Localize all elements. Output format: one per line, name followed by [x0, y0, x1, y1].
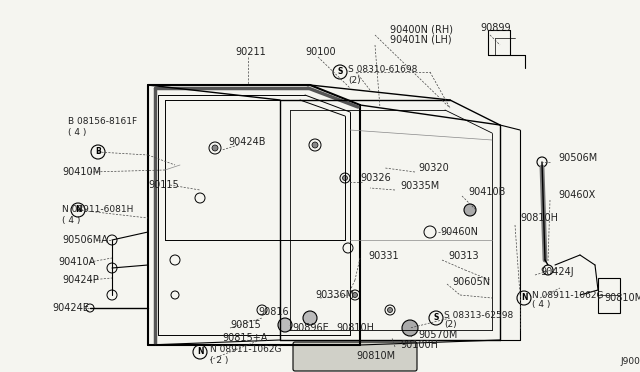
Circle shape — [353, 292, 358, 298]
Text: ( 4 ): ( 4 ) — [62, 215, 81, 224]
Text: 90211: 90211 — [235, 47, 266, 57]
Text: 90506M: 90506M — [558, 153, 597, 163]
Text: N 08911-6081H: N 08911-6081H — [62, 205, 133, 215]
Text: N: N — [75, 205, 81, 215]
Text: ( 4 ): ( 4 ) — [532, 301, 550, 310]
Text: S: S — [337, 67, 342, 77]
Text: ( 4 ): ( 4 ) — [68, 128, 86, 137]
Text: 90336M: 90336M — [315, 290, 354, 300]
Text: 90896E: 90896E — [292, 323, 329, 333]
Text: 90816: 90816 — [258, 307, 289, 317]
Text: 90810M: 90810M — [356, 351, 395, 361]
Text: 90810H: 90810H — [520, 213, 558, 223]
Text: 90320: 90320 — [418, 163, 449, 173]
Text: S 08310-61698: S 08310-61698 — [348, 65, 417, 74]
Text: 90326: 90326 — [360, 173, 391, 183]
Circle shape — [342, 176, 348, 180]
Bar — [598, 278, 620, 313]
Text: (2): (2) — [348, 76, 360, 84]
Text: 90506MA: 90506MA — [62, 235, 108, 245]
Text: 90810MA: 90810MA — [604, 293, 640, 303]
Text: 90460X: 90460X — [558, 190, 595, 200]
Text: 90424J: 90424J — [540, 267, 573, 277]
Text: 90605N: 90605N — [452, 277, 490, 287]
Circle shape — [278, 318, 292, 332]
Text: S: S — [433, 314, 438, 323]
Circle shape — [464, 204, 476, 216]
Circle shape — [212, 145, 218, 151]
Text: 90331: 90331 — [368, 251, 399, 261]
Circle shape — [303, 311, 317, 325]
Text: 90810H: 90810H — [336, 323, 374, 333]
Text: N 08911-1062G: N 08911-1062G — [210, 346, 282, 355]
Text: 90335M: 90335M — [400, 181, 439, 191]
Circle shape — [402, 320, 418, 336]
Text: 90100: 90100 — [305, 47, 335, 57]
Text: S 08313-62598: S 08313-62598 — [444, 311, 513, 320]
Text: 90899: 90899 — [480, 23, 511, 33]
Text: N: N — [521, 294, 527, 302]
Text: 90410M: 90410M — [62, 167, 101, 177]
Text: 90100H: 90100H — [400, 340, 438, 350]
Text: ( 2 ): ( 2 ) — [210, 356, 228, 365]
Text: J90000 3: J90000 3 — [620, 357, 640, 366]
Text: 90424P: 90424P — [62, 275, 99, 285]
Text: B 08156-8161F: B 08156-8161F — [68, 118, 137, 126]
Text: N 08911-1062G: N 08911-1062G — [532, 291, 604, 299]
Text: 90400N (RH): 90400N (RH) — [390, 25, 453, 35]
Text: 90815+A: 90815+A — [222, 333, 268, 343]
Text: (2): (2) — [444, 321, 456, 330]
Text: 90815: 90815 — [230, 320, 260, 330]
Text: 90424B: 90424B — [228, 137, 266, 147]
Text: 90401N (LH): 90401N (LH) — [390, 35, 452, 45]
Text: 90410B: 90410B — [468, 187, 506, 197]
FancyBboxPatch shape — [293, 342, 417, 371]
Circle shape — [387, 308, 392, 312]
Text: N: N — [196, 347, 204, 356]
Text: B: B — [95, 148, 101, 157]
Text: 90313: 90313 — [448, 251, 479, 261]
Circle shape — [312, 142, 318, 148]
Text: 90410A: 90410A — [58, 257, 95, 267]
Text: 90570M: 90570M — [418, 330, 458, 340]
Text: 90460N: 90460N — [440, 227, 478, 237]
Text: 90424E: 90424E — [52, 303, 89, 313]
Text: 90115: 90115 — [148, 180, 179, 190]
